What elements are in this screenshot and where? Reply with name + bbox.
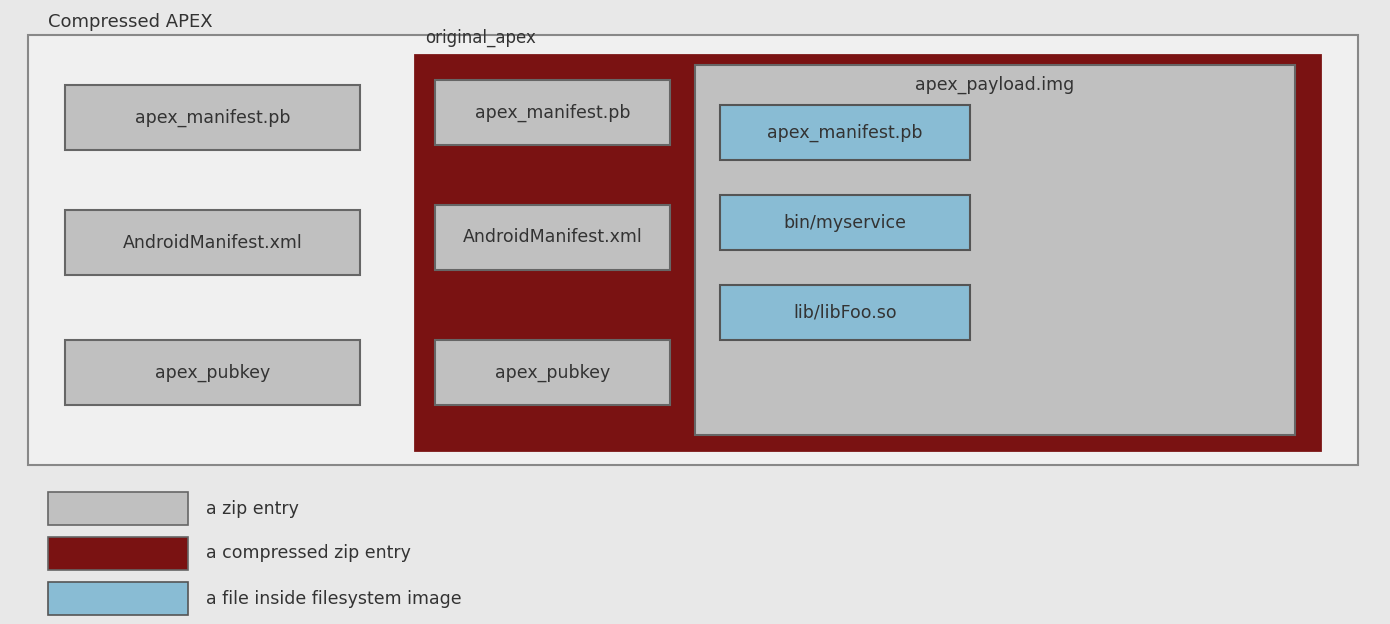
Text: Compressed APEX: Compressed APEX <box>49 13 213 31</box>
Bar <box>49 582 188 615</box>
Bar <box>65 340 360 405</box>
Text: original_apex: original_apex <box>425 29 537 47</box>
Bar <box>65 85 360 150</box>
Bar <box>720 285 970 340</box>
Bar <box>720 195 970 250</box>
Bar <box>416 55 1320 450</box>
Text: AndroidManifest.xml: AndroidManifest.xml <box>463 228 642 246</box>
Bar <box>720 105 970 160</box>
Text: apex_pubkey: apex_pubkey <box>495 363 610 382</box>
Text: apex_manifest.pb: apex_manifest.pb <box>767 124 923 142</box>
Text: apex_manifest.pb: apex_manifest.pb <box>135 109 291 127</box>
Bar <box>435 80 670 145</box>
Bar <box>435 340 670 405</box>
Bar <box>49 537 188 570</box>
Text: a zip entry: a zip entry <box>206 499 299 517</box>
Text: apex_pubkey: apex_pubkey <box>154 363 270 382</box>
Text: a compressed zip entry: a compressed zip entry <box>206 545 411 562</box>
Text: AndroidManifest.xml: AndroidManifest.xml <box>122 233 303 251</box>
Bar <box>65 210 360 275</box>
Text: bin/myservice: bin/myservice <box>784 213 906 232</box>
Text: lib/libFoo.so: lib/libFoo.so <box>794 303 897 321</box>
Bar <box>695 65 1295 435</box>
Text: apex_manifest.pb: apex_manifest.pb <box>475 104 630 122</box>
Bar <box>28 35 1358 465</box>
Text: apex_payload.img: apex_payload.img <box>916 76 1074 94</box>
Bar <box>49 492 188 525</box>
Bar <box>435 205 670 270</box>
Text: a file inside filesystem image: a file inside filesystem image <box>206 590 461 608</box>
